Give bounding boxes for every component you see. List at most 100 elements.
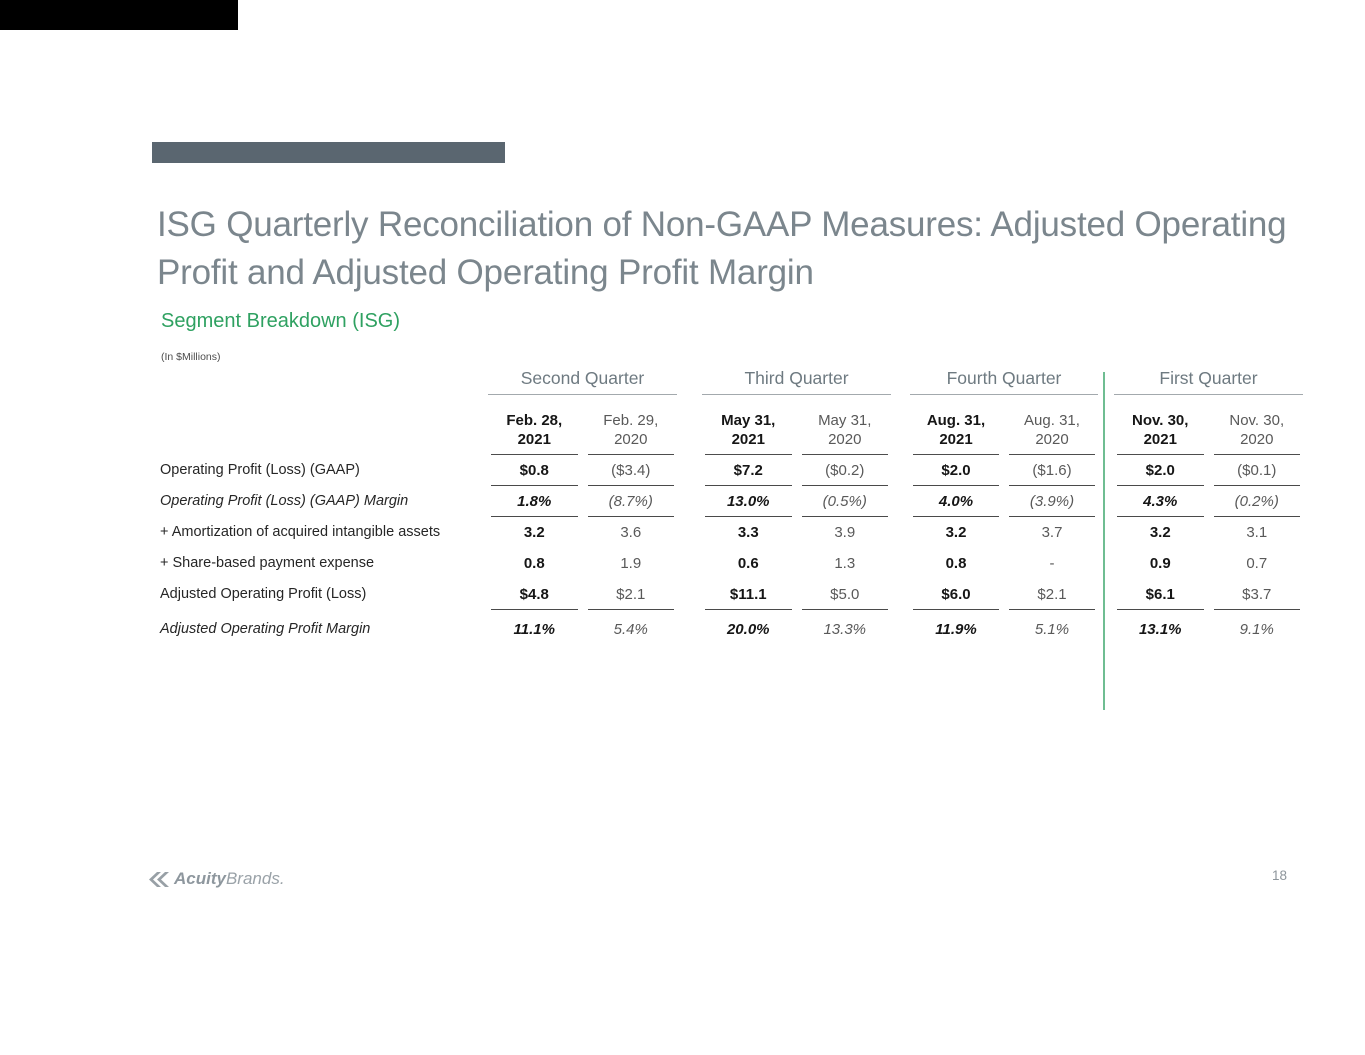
row-label: Operating Profit (Loss) (GAAP) bbox=[160, 462, 360, 478]
quarter-group: 3.2 3.6 bbox=[486, 517, 679, 548]
quarter-group: 13.1% 9.1% bbox=[1112, 614, 1305, 645]
column-header-line: May 31, bbox=[818, 412, 872, 429]
value-cell: 0.8 bbox=[523, 555, 545, 572]
quarter-header-row: Second Quarter Third Quarter Fourth Quar… bbox=[160, 368, 1310, 395]
quarter-group: $0.8 ($3.4) bbox=[486, 455, 679, 486]
quarter-group: $6.1 $3.7 bbox=[1112, 579, 1305, 610]
value-cell: 3.3 bbox=[737, 524, 759, 541]
value-cell: 4.3% bbox=[1117, 486, 1204, 517]
value-cell: ($1.6) bbox=[1009, 455, 1095, 486]
value-cell: $11.1 bbox=[705, 579, 792, 610]
value-cell: 3.1 bbox=[1246, 524, 1268, 541]
value-cell: 3.2 bbox=[945, 524, 967, 541]
column-header-line: 2021 bbox=[517, 431, 551, 448]
quarter-group: $4.8 $2.1 bbox=[486, 579, 679, 610]
value-cell: 13.0% bbox=[705, 486, 792, 517]
quarter-group: 13.0% (0.5%) bbox=[700, 486, 893, 517]
accent-bar bbox=[152, 142, 505, 163]
quarter-group: 11.9% 5.1% bbox=[908, 614, 1100, 645]
value-cell: 3.2 bbox=[523, 524, 545, 541]
column-header: Aug. 31, 2021 bbox=[913, 411, 999, 455]
value-cell: 0.7 bbox=[1246, 555, 1268, 572]
value-cell: 11.1% bbox=[513, 621, 555, 638]
value-cell: (0.5%) bbox=[801, 486, 888, 517]
spacer-cell bbox=[160, 411, 486, 455]
value-cell: 1.9 bbox=[620, 555, 642, 572]
value-cell: 3.2 bbox=[1149, 524, 1171, 541]
value-cell: $5.0 bbox=[801, 579, 888, 610]
column-header-line: 2020 bbox=[828, 431, 862, 448]
value-cell: 3.7 bbox=[1041, 524, 1063, 541]
column-header-line: 2020 bbox=[1035, 431, 1069, 448]
page-number: 18 bbox=[1272, 868, 1288, 883]
quarter-group: May 31, 2021 May 31, 2020 bbox=[700, 411, 893, 455]
table-row: Adjusted Operating Profit (Loss) $4.8 $2… bbox=[160, 579, 1310, 610]
value-cell: $4.8 bbox=[491, 579, 578, 610]
value-cell: $0.8 bbox=[491, 455, 578, 486]
quarter-group: $7.2 ($0.2) bbox=[700, 455, 893, 486]
quarter-group: Feb. 28, 2021 Feb. 29, 2020 bbox=[486, 411, 679, 455]
quarter-group: 11.1% 5.4% bbox=[486, 614, 679, 645]
quarter-header: Third Quarter bbox=[702, 368, 891, 395]
column-header-line: 2020 bbox=[1240, 431, 1274, 448]
column-header-row: Feb. 28, 2021 Feb. 29, 2020 May 31, 2021… bbox=[160, 405, 1310, 455]
units-note: (In $Millions) bbox=[161, 351, 221, 363]
quarter-group: 20.0% 13.3% bbox=[700, 614, 893, 645]
quarter-group: 0.6 1.3 bbox=[700, 548, 893, 579]
row-label: Adjusted Operating Profit (Loss) bbox=[160, 586, 367, 602]
table-row: Operating Profit (Loss) (GAAP) Margin 1.… bbox=[160, 486, 1310, 517]
quarter-group: 0.8 - bbox=[908, 548, 1100, 579]
column-header-line: 2020 bbox=[614, 431, 648, 448]
column-header-line: Nov. 30, bbox=[1132, 412, 1189, 429]
quarter-group: Second Quarter bbox=[486, 368, 679, 395]
quarter-header: Second Quarter bbox=[488, 368, 677, 395]
value-cell: 20.0% bbox=[726, 621, 770, 638]
value-cell: 1.8% bbox=[491, 486, 578, 517]
quarter-group: $11.1 $5.0 bbox=[700, 579, 893, 610]
value-cell: (0.2%) bbox=[1213, 486, 1300, 517]
value-cell: $6.0 bbox=[913, 579, 999, 610]
quarter-group: 0.8 1.9 bbox=[486, 548, 679, 579]
value-cell: 0.9 bbox=[1149, 555, 1171, 572]
column-header-line: Aug. 31, bbox=[1024, 412, 1080, 429]
column-header: May 31, 2020 bbox=[801, 411, 888, 455]
value-cell: 3.6 bbox=[620, 524, 642, 541]
row-label: Adjusted Operating Profit Margin bbox=[160, 621, 371, 637]
column-header-line: 2021 bbox=[731, 431, 765, 448]
column-header: Feb. 28, 2021 bbox=[491, 411, 578, 455]
value-cell: $6.1 bbox=[1117, 579, 1204, 610]
column-header: Nov. 30, 2021 bbox=[1117, 411, 1204, 455]
reconciliation-table: Second Quarter Third Quarter Fourth Quar… bbox=[160, 368, 1310, 645]
value-cell: $2.0 bbox=[913, 455, 999, 486]
quarter-group: $2.0 ($1.6) bbox=[908, 455, 1100, 486]
quarter-divider-line bbox=[1103, 372, 1105, 710]
column-header: Feb. 29, 2020 bbox=[587, 411, 674, 455]
quarter-group: 4.3% (0.2%) bbox=[1112, 486, 1305, 517]
spacer-cell bbox=[160, 368, 486, 395]
value-cell: 13.1% bbox=[1138, 621, 1182, 638]
row-label: Operating Profit (Loss) (GAAP) Margin bbox=[160, 493, 409, 509]
table-row: + Share-based payment expense 0.8 1.9 0.… bbox=[160, 548, 1310, 579]
quarter-group: Nov. 30, 2021 Nov. 30, 2020 bbox=[1112, 411, 1305, 455]
value-cell: 1.3 bbox=[834, 555, 856, 572]
value-cell: 0.6 bbox=[737, 555, 759, 572]
quarter-group: 3.2 3.1 bbox=[1112, 517, 1305, 548]
value-cell: 5.4% bbox=[613, 621, 648, 638]
table-row: + Amortization of acquired intangible as… bbox=[160, 517, 1310, 548]
quarter-group: Third Quarter bbox=[700, 368, 893, 395]
value-cell: - bbox=[1049, 555, 1055, 572]
column-header-line: 2021 bbox=[939, 431, 973, 448]
quarter-group: 0.9 0.7 bbox=[1112, 548, 1305, 579]
value-cell: 11.9% bbox=[935, 621, 977, 638]
quarter-group: First Quarter bbox=[1112, 368, 1305, 395]
value-cell: 13.3% bbox=[823, 621, 867, 638]
table-row: Adjusted Operating Profit Margin 11.1% 5… bbox=[160, 614, 1310, 645]
slide-title: ISG Quarterly Reconciliation of Non-GAAP… bbox=[157, 205, 1287, 292]
value-cell: (3.9%) bbox=[1009, 486, 1095, 517]
quarter-header: Fourth Quarter bbox=[910, 368, 1098, 395]
value-cell: 0.8 bbox=[945, 555, 967, 572]
column-header-line: Aug. 31, bbox=[926, 412, 986, 429]
row-label: + Amortization of acquired intangible as… bbox=[160, 524, 441, 540]
top-black-bar bbox=[0, 0, 238, 30]
column-header-line: Nov. 30, bbox=[1229, 412, 1285, 429]
